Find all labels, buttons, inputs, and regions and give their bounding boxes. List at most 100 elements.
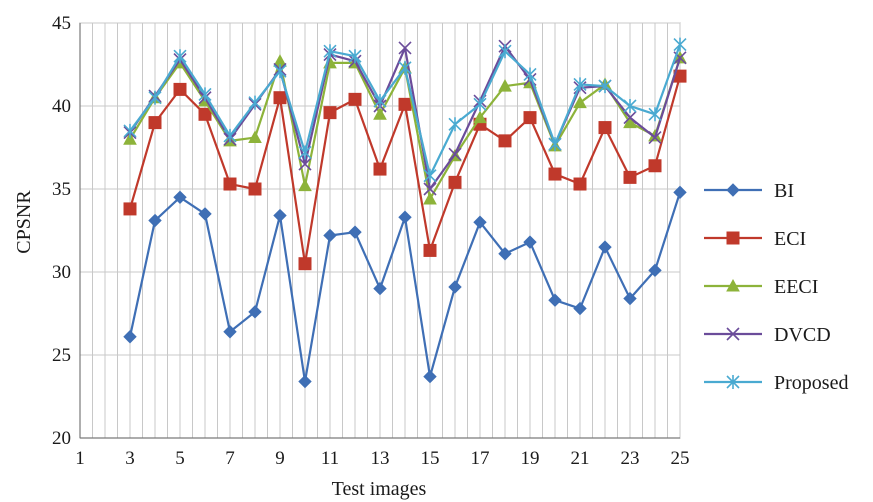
legend-label: Proposed [774, 372, 848, 394]
point-bi [398, 210, 412, 224]
point-bi [148, 213, 162, 228]
x-tick-label: 11 [321, 448, 339, 469]
point-proposed [173, 49, 187, 64]
point-eci [273, 91, 287, 105]
x-tick-label: 5 [175, 448, 185, 469]
y-axis-title: CPSNR [13, 190, 35, 254]
legend-item-bi: BI [704, 180, 794, 202]
x-tick-label: 3 [125, 448, 135, 469]
point-eci [223, 177, 237, 191]
y-tick-label: 20 [52, 428, 71, 449]
x-tick-label: 17 [471, 448, 490, 469]
point-bi [673, 185, 687, 200]
point-proposed [498, 44, 512, 59]
legend-marker [726, 375, 740, 389]
point-proposed [323, 44, 337, 59]
point-proposed [248, 95, 262, 110]
y-tick-label: 25 [52, 345, 71, 366]
point-eci [373, 162, 387, 176]
x-tick-label: 7 [225, 448, 235, 469]
point-eci [623, 170, 637, 184]
point-proposed [423, 168, 437, 183]
legend-label: BI [774, 180, 794, 202]
point-eci [523, 111, 537, 125]
legend-item-dvcd: DVCD [704, 324, 831, 346]
legend-label: ECI [774, 228, 806, 250]
point-bi [173, 190, 187, 205]
point-bi [473, 215, 487, 229]
x-tick-label: 23 [621, 448, 640, 469]
x-tick-label: 25 [671, 448, 690, 469]
point-eeci [473, 110, 487, 124]
x-tick-label: 13 [371, 448, 390, 469]
point-dvcd [398, 41, 412, 55]
point-dvcd [623, 111, 637, 125]
point-dvcd [298, 157, 312, 171]
point-eeci [573, 95, 587, 109]
point-dvcd [423, 182, 437, 196]
point-eci [248, 182, 262, 196]
series-bi [123, 185, 687, 389]
point-eci [448, 175, 462, 189]
x-tick-label: 19 [521, 448, 540, 469]
series-proposed [123, 37, 687, 183]
point-bi [448, 280, 462, 294]
point-eci [298, 257, 312, 271]
point-proposed [198, 87, 212, 102]
point-eci [198, 107, 212, 121]
point-proposed [623, 99, 637, 113]
point-proposed [223, 128, 237, 143]
point-eci [573, 177, 587, 191]
point-eeci [123, 132, 137, 145]
y-tick-label: 40 [52, 96, 71, 117]
legend-marker [726, 231, 740, 245]
point-proposed [148, 90, 162, 105]
point-eci [173, 82, 187, 96]
point-bi [273, 208, 287, 223]
point-bi [523, 235, 537, 249]
point-eci [348, 92, 362, 106]
point-bi [498, 247, 512, 261]
point-proposed [648, 107, 662, 122]
point-proposed [473, 97, 487, 112]
point-eci [498, 134, 512, 148]
point-proposed [673, 37, 687, 52]
point-bi [298, 374, 312, 389]
point-bi [198, 207, 212, 221]
point-eci [423, 243, 437, 257]
point-proposed [373, 94, 387, 109]
point-bi [323, 228, 337, 243]
x-tick-label: 21 [571, 448, 590, 469]
legend-marker [726, 278, 740, 292]
point-proposed [348, 49, 362, 64]
point-eeci [498, 79, 512, 92]
point-bi [648, 263, 662, 278]
legend-marker [726, 327, 740, 341]
point-proposed [573, 77, 587, 92]
legend-item-eeci: EECI [704, 276, 818, 298]
point-proposed [598, 79, 612, 94]
point-bi [348, 225, 362, 239]
legend-item-proposed: Proposed [704, 372, 848, 394]
point-proposed [298, 145, 312, 160]
point-bi [598, 240, 612, 254]
legend-item-eci: ECI [704, 228, 806, 250]
point-proposed [273, 64, 287, 79]
point-bi [373, 281, 387, 296]
y-tick-label: 30 [52, 262, 71, 283]
legend-label: EECI [774, 276, 818, 298]
legend: BI ECI EECI DVCD Proposed [704, 180, 848, 394]
point-proposed [398, 60, 412, 75]
point-bi [548, 293, 562, 307]
point-eci [398, 97, 412, 111]
y-tick-label: 45 [52, 13, 71, 34]
point-eeci [373, 107, 387, 120]
x-axis-title: Test images [332, 478, 427, 500]
series-layer [123, 37, 687, 389]
point-proposed [448, 117, 462, 132]
point-eeci [623, 115, 637, 129]
legend-label: DVCD [774, 324, 831, 346]
point-eci [648, 159, 662, 173]
point-eci [548, 167, 562, 181]
